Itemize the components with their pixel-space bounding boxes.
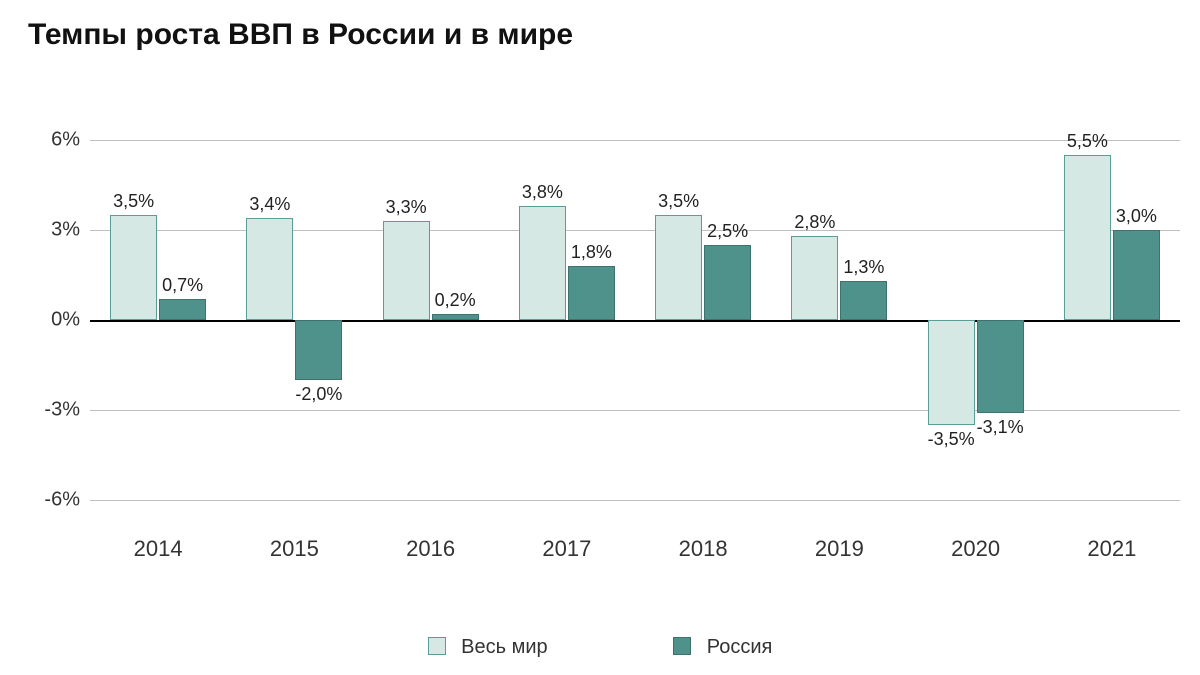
legend-item-world: Весь мир	[428, 636, 548, 659]
x-axis-label: 2019	[815, 536, 864, 562]
legend-item-russia: Россия	[673, 636, 772, 659]
bar-value-label: 2,8%	[794, 212, 835, 233]
x-axis-label: 2021	[1087, 536, 1136, 562]
x-axis-label: 2014	[134, 536, 183, 562]
ytick-neg6: -6%	[10, 489, 80, 512]
bar-group: 3,5%0,7%2014	[90, 140, 226, 500]
bar-world	[1064, 155, 1111, 320]
bar-russia	[840, 281, 887, 320]
bar-value-label: -3,5%	[928, 429, 975, 450]
ytick-neg3: -3%	[10, 399, 80, 422]
bar-group: 3,4%-2,0%2015	[226, 140, 362, 500]
bar-world	[246, 218, 293, 320]
bar-russia	[704, 245, 751, 320]
bar-world	[519, 206, 566, 320]
bar-group: 5,5%3,0%2021	[1044, 140, 1180, 500]
bar-world	[110, 215, 157, 320]
bar-russia	[432, 314, 479, 320]
bar-value-label: 0,7%	[162, 275, 203, 296]
chart-area: 3,5%0,7%20143,4%-2,0%20153,3%0,2%20163,8…	[90, 140, 1180, 501]
x-axis-label: 2016	[406, 536, 455, 562]
bar-world	[791, 236, 838, 320]
x-axis-label: 2017	[542, 536, 591, 562]
bar-value-label: 0,2%	[435, 290, 476, 311]
bar-value-label: 5,5%	[1067, 131, 1108, 152]
bar-value-label: 3,5%	[658, 191, 699, 212]
bar-value-label: 3,8%	[522, 182, 563, 203]
x-axis-label: 2018	[679, 536, 728, 562]
legend-swatch-world	[428, 637, 446, 655]
bar-russia	[295, 320, 342, 380]
bar-value-label: -3,1%	[977, 417, 1024, 438]
bar-group: 3,8%1,8%2017	[499, 140, 635, 500]
bar-value-label: -2,0%	[295, 384, 342, 405]
ytick-6: 6%	[10, 129, 80, 152]
bar-group: -3,5%-3,1%2020	[908, 140, 1044, 500]
bar-world	[383, 221, 430, 320]
bar-russia	[977, 320, 1024, 413]
bar-value-label: 2,5%	[707, 221, 748, 242]
bar-value-label: 1,8%	[571, 242, 612, 263]
bar-world	[928, 320, 975, 425]
bar-value-label: 1,3%	[843, 257, 884, 278]
bar-russia	[568, 266, 615, 320]
bar-value-label: 3,4%	[249, 194, 290, 215]
x-axis-label: 2015	[270, 536, 319, 562]
x-axis-label: 2020	[951, 536, 1000, 562]
bar-value-label: 3,3%	[386, 197, 427, 218]
bar-value-label: 3,5%	[113, 191, 154, 212]
legend-label-world: Весь мир	[461, 636, 547, 658]
ytick-0: 0%	[10, 309, 80, 332]
bar-value-label: 3,0%	[1116, 206, 1157, 227]
chart-title: Темпы роста ВВП в России и в мире	[28, 18, 573, 52]
legend: Весь мир Россия	[0, 636, 1200, 659]
legend-label-russia: Россия	[707, 636, 773, 658]
bar-group: 3,3%0,2%2016	[363, 140, 499, 500]
bar-russia	[1113, 230, 1160, 320]
bar-group: 2,8%1,3%2019	[771, 140, 907, 500]
ytick-3: 3%	[10, 219, 80, 242]
bar-russia	[159, 299, 206, 320]
bar-group: 3,5%2,5%2018	[635, 140, 771, 500]
bar-world	[655, 215, 702, 320]
legend-swatch-russia	[673, 637, 691, 655]
